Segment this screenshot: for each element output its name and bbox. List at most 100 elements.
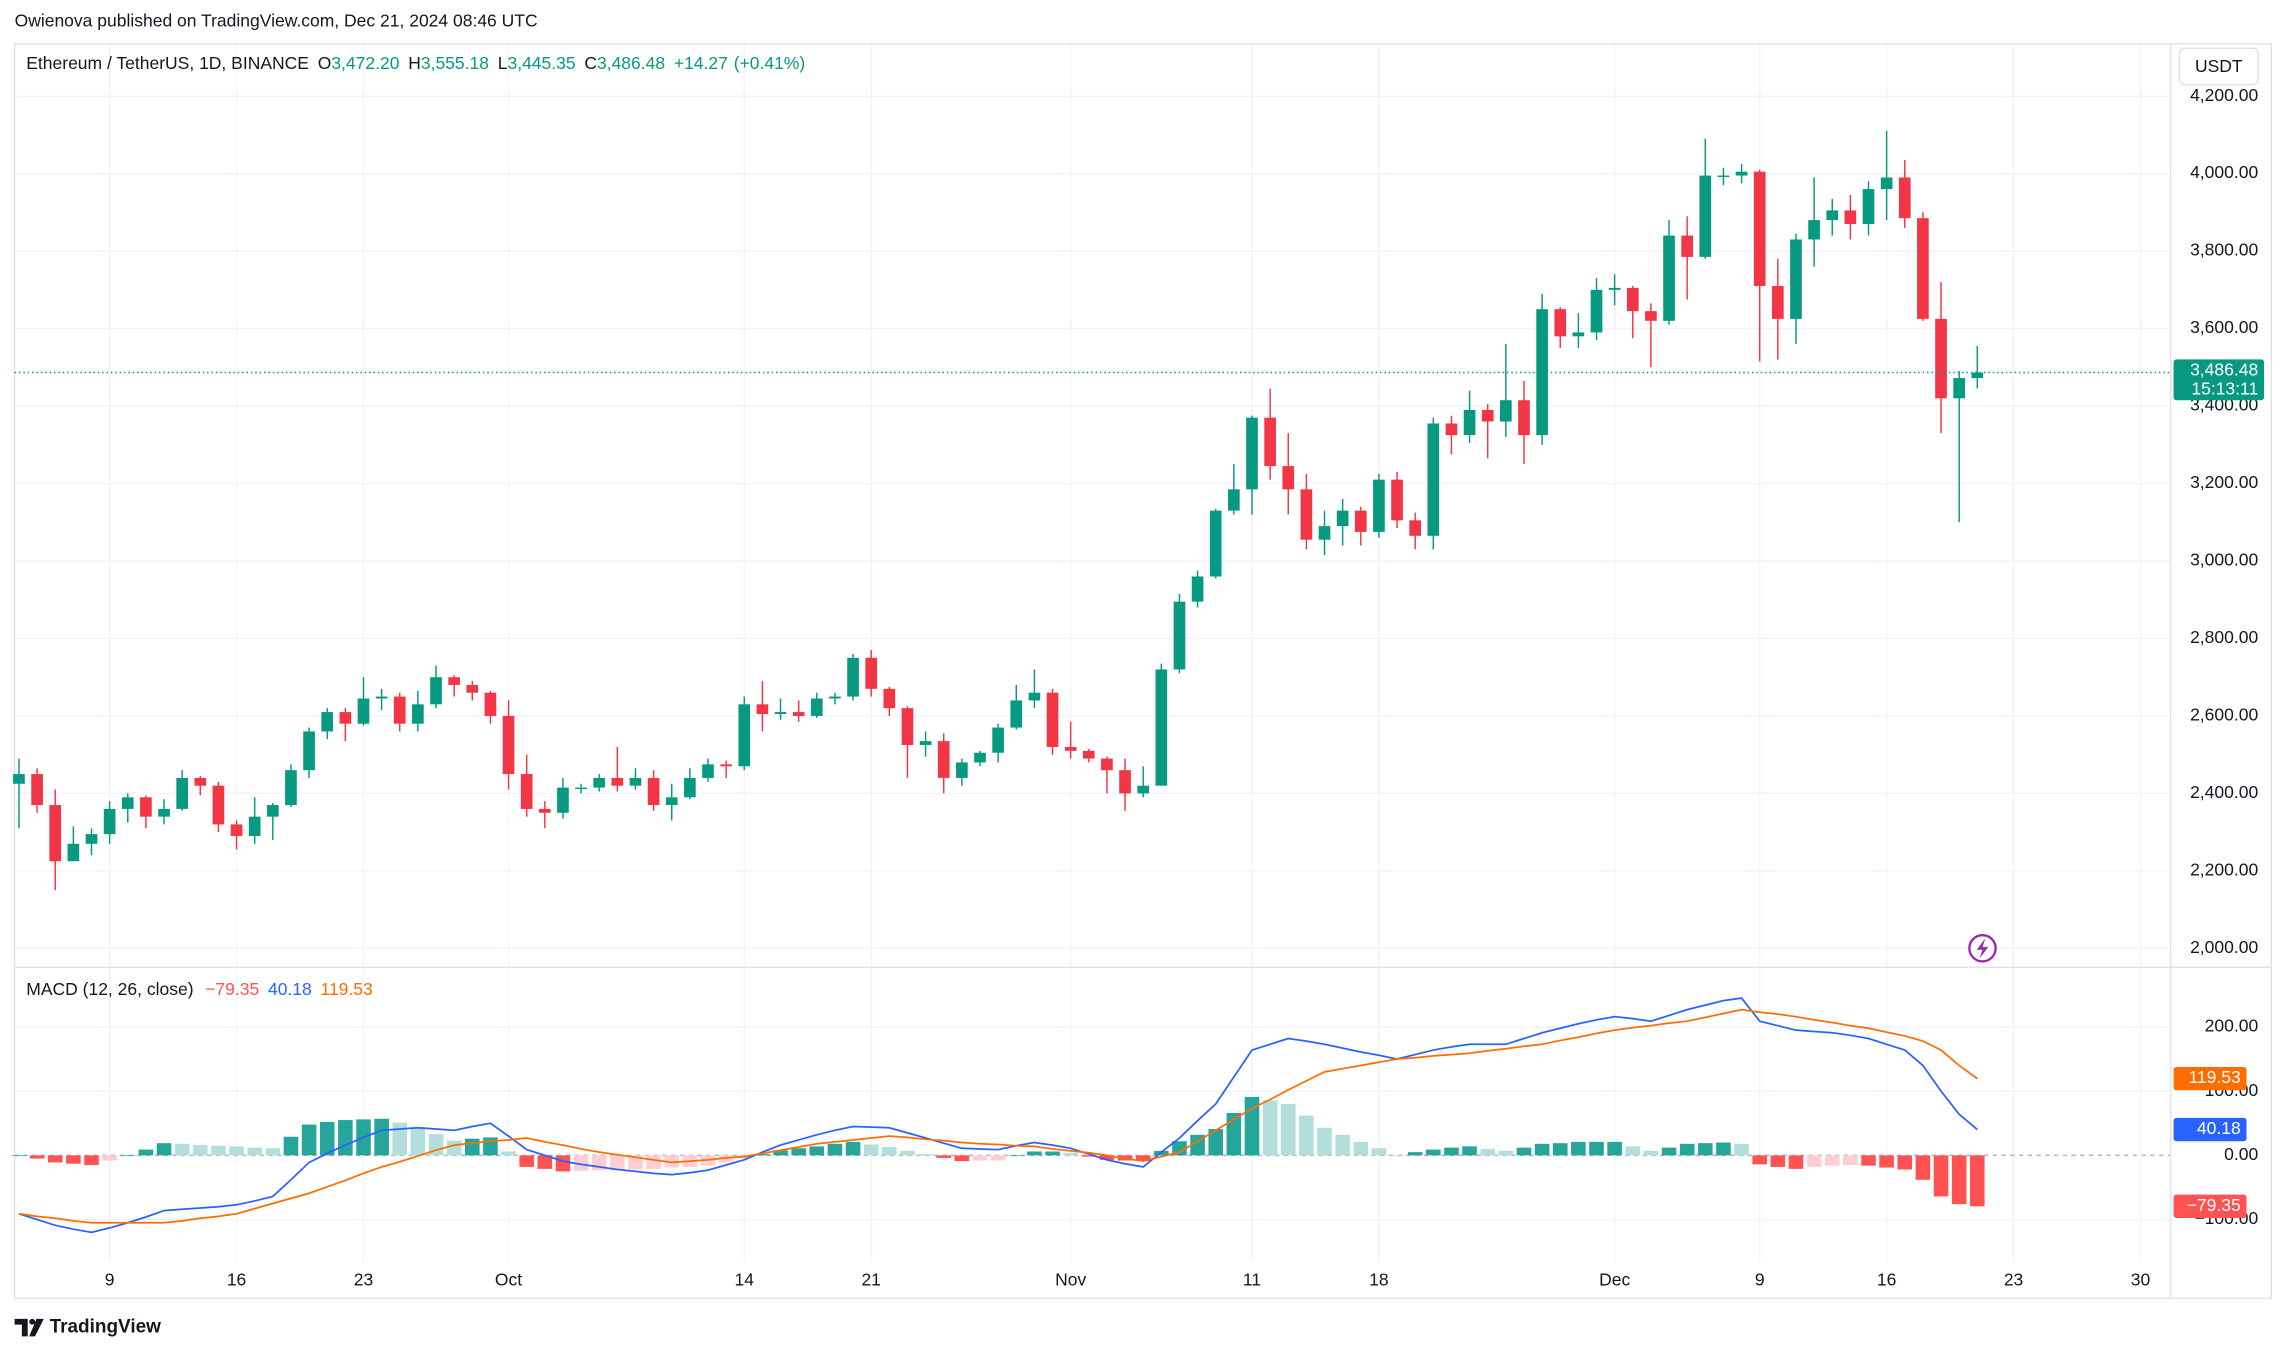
macd-title: MACD (12, 26, close)	[26, 979, 193, 999]
candle-body	[538, 808, 551, 813]
candle-body	[1898, 177, 1911, 219]
last-price-label: 3,486.48	[2190, 360, 2258, 380]
candle-body	[1572, 332, 1585, 337]
histogram-bar	[1951, 1155, 1967, 1205]
y-tick-label: 2,200.00	[2190, 860, 2258, 880]
histogram-bar	[265, 1148, 281, 1156]
candle-body	[85, 834, 98, 844]
candle-body	[1463, 409, 1476, 436]
ohlc-key: L	[498, 53, 508, 73]
histogram-bar	[718, 1155, 734, 1163]
histogram-bar	[1262, 1100, 1278, 1156]
x-tick-label: 16	[1877, 1270, 1896, 1290]
change-pct: (+0.41%)	[734, 53, 805, 73]
y-tick-label: 2,800.00	[2190, 627, 2258, 647]
alert-icon[interactable]	[1968, 933, 1997, 963]
candle-body	[1608, 287, 1621, 290]
histogram-bar	[1897, 1155, 1913, 1170]
histogram-bar	[1444, 1147, 1459, 1156]
histogram-bar	[1734, 1143, 1749, 1156]
histogram-bar	[1625, 1146, 1641, 1156]
histogram-bar	[1589, 1141, 1604, 1156]
alert-bolt[interactable]	[1976, 938, 1989, 959]
candle-body	[1101, 758, 1113, 771]
candle-body	[303, 731, 315, 771]
candle-body	[1409, 520, 1422, 536]
logo[interactable]: TradingView	[14, 1317, 162, 1338]
histogram-bar	[156, 1143, 172, 1156]
y-tick-label: 3,200.00	[2190, 472, 2258, 492]
histogram-bar	[1716, 1142, 1731, 1156]
histogram-bar	[900, 1150, 915, 1156]
histogram-bar	[1516, 1147, 1532, 1156]
candle-body	[1844, 210, 1857, 224]
histogram-bar	[537, 1155, 553, 1169]
histogram-bar	[1208, 1129, 1224, 1156]
candle-body	[1681, 235, 1694, 257]
candle-body	[121, 797, 134, 809]
histogram-bar	[1081, 1155, 1097, 1157]
y-tick-label: 3,800.00	[2190, 240, 2258, 260]
candle-body	[1373, 479, 1385, 532]
histogram-bar	[410, 1127, 426, 1156]
histogram-tag	[2173, 1194, 2247, 1218]
candle-body	[1228, 489, 1240, 511]
ohlc-key: O	[318, 53, 332, 73]
candle-body	[466, 684, 479, 693]
candle-body	[919, 741, 932, 745]
ohlc-value: 3,486.48	[597, 53, 665, 73]
candle-body	[140, 797, 152, 817]
candle-body	[375, 696, 388, 699]
candle-body	[448, 677, 460, 685]
candle-body	[1246, 417, 1258, 490]
change: +14.27	[674, 53, 728, 73]
candle-body	[1318, 526, 1331, 540]
candle-body	[1336, 510, 1349, 527]
histogram-bar	[1226, 1112, 1242, 1156]
histogram-bar	[1389, 1155, 1405, 1157]
histogram-bar	[1861, 1155, 1876, 1166]
y-tick-label: 3,000.00	[2190, 550, 2258, 570]
histogram-bar	[1280, 1104, 1296, 1156]
candle-body	[393, 696, 406, 724]
histogram-bar	[501, 1151, 516, 1156]
x-tick-label: 23	[2004, 1270, 2023, 1290]
histogram-bar	[628, 1155, 643, 1170]
histogram-bar	[990, 1155, 1006, 1161]
candle-body	[1717, 175, 1730, 178]
currency[interactable]: USDT	[2195, 56, 2243, 76]
ohlc-key: H	[408, 53, 421, 73]
candle-body	[248, 816, 261, 837]
histogram-bar	[120, 1155, 136, 1157]
candle-body	[520, 774, 533, 809]
y-tick-label: 2,600.00	[2190, 705, 2258, 725]
currency-button[interactable]	[2178, 47, 2259, 86]
candle-body	[1953, 378, 1965, 399]
histogram-bar	[174, 1143, 190, 1156]
x-tick-label: 30	[2131, 1270, 2151, 1290]
candle-body	[1808, 220, 1820, 240]
candle-body	[1663, 235, 1675, 321]
candle-body	[702, 764, 714, 778]
candle-body	[593, 777, 606, 788]
logo-mark[interactable]	[14, 1318, 44, 1337]
histogram-bar	[11, 1155, 27, 1157]
candle-body	[974, 752, 986, 763]
candle-body	[1500, 400, 1512, 422]
histogram-bar	[972, 1155, 988, 1161]
ohlc-key: C	[584, 53, 597, 73]
brand[interactable]: TradingView	[50, 1317, 162, 1338]
candle-body	[575, 787, 587, 790]
candle-body	[484, 692, 497, 716]
histogram-bar	[646, 1155, 661, 1169]
histogram-bar	[1534, 1143, 1550, 1156]
histogram-bar	[1299, 1115, 1314, 1156]
x-tick-label: 11	[1243, 1270, 1261, 1290]
y-tick-label: 4,200.00	[2190, 85, 2258, 105]
candle-body	[774, 712, 787, 715]
candle-body	[1046, 692, 1059, 747]
histogram-bar	[1027, 1151, 1042, 1156]
candle-body	[1191, 576, 1204, 602]
